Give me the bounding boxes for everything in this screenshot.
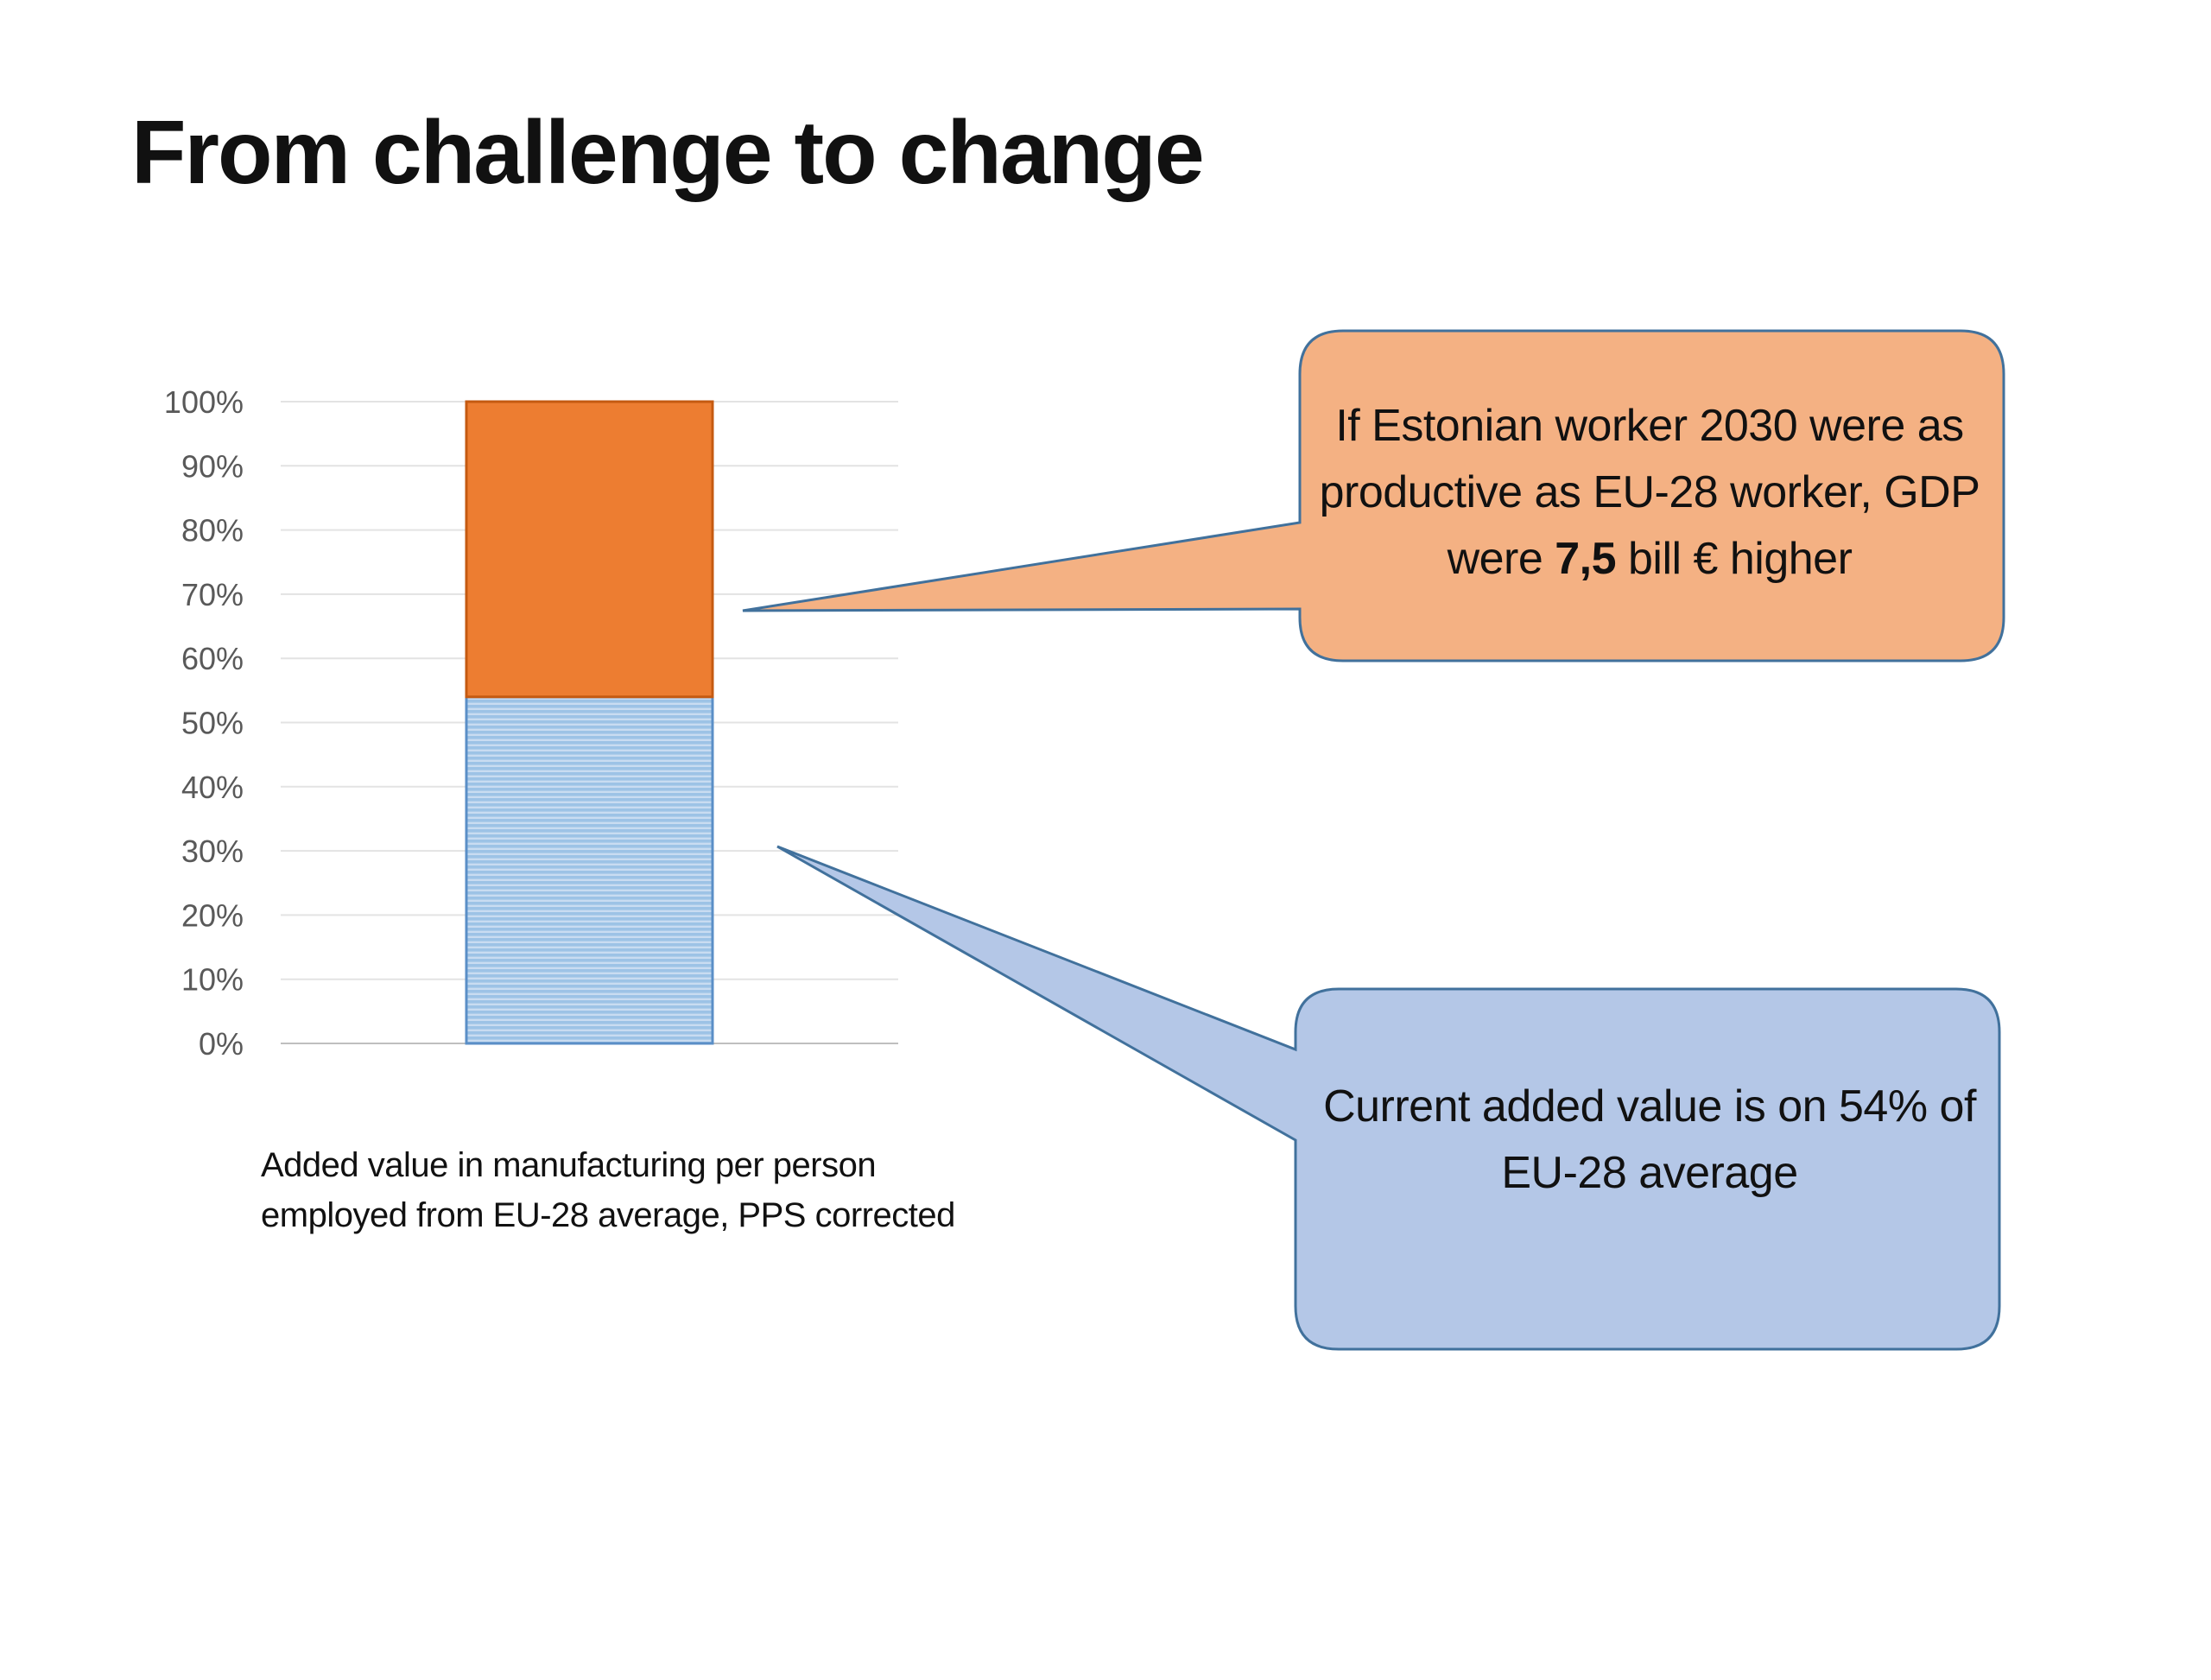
slide-title: From challenge to change bbox=[131, 103, 1205, 203]
bar-segment-gap bbox=[465, 400, 714, 699]
stacked-bar bbox=[465, 400, 714, 1045]
y-tick-label: 20% bbox=[181, 897, 244, 933]
y-tick-label: 10% bbox=[181, 962, 244, 998]
y-tick-label: 0% bbox=[199, 1026, 244, 1062]
blue-callout-bubble bbox=[776, 845, 2001, 1351]
y-tick-labels: 0% 10% 20% 30% 40% 50% 60% 70% 80% 90% 100% bbox=[164, 384, 244, 1062]
orange-callout-text-after: bill € higher bbox=[1616, 533, 1853, 584]
orange-callout-text-bold: 7,5 bbox=[1555, 533, 1617, 584]
orange-callout-text: If Estonian worker 2030 were as producti… bbox=[1313, 363, 1986, 622]
y-tick-label: 70% bbox=[181, 577, 244, 612]
y-tick-label: 60% bbox=[181, 641, 244, 676]
orange-callout-text-before: If Estonian worker 2030 were as producti… bbox=[1319, 400, 1980, 584]
y-tick-label: 30% bbox=[181, 834, 244, 869]
bar-segment-current bbox=[465, 695, 714, 1045]
orange-callout-bubble bbox=[742, 329, 2005, 662]
y-tick-label: 50% bbox=[181, 706, 244, 741]
y-tick-label: 90% bbox=[181, 448, 244, 484]
blue-callout-text: Current added value is on 54% of EU-28 a… bbox=[1323, 1081, 1976, 1198]
chart-caption: Added value in manufacturing per person … bbox=[261, 1146, 955, 1234]
y-tick-label: 80% bbox=[181, 513, 244, 548]
y-tick-label: 100% bbox=[164, 384, 244, 420]
y-tick-label: 40% bbox=[181, 770, 244, 805]
